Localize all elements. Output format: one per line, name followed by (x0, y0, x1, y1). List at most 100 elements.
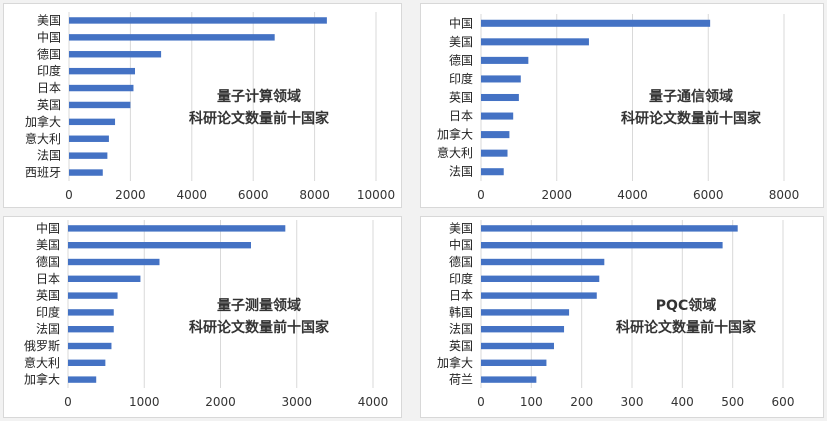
category-label: 意大利 (24, 355, 60, 370)
chart-title-line-1: 量子测量领域 (217, 298, 301, 314)
category-label: 中国 (449, 15, 473, 30)
category-label: 意大利 (25, 131, 61, 146)
bar (481, 309, 570, 316)
x-tick-label: 1000 (129, 395, 160, 409)
chart-title: 量子测量领域 科研论文数量前十国家 (189, 295, 329, 339)
x-tick-label: 3000 (281, 395, 312, 409)
category-label: 加拿大 (437, 355, 473, 370)
chart-title-line-1: 量子计算领域 (217, 89, 301, 105)
category-label: 日本 (449, 109, 473, 123)
x-tick-label: 0 (477, 188, 485, 202)
bar (68, 326, 114, 333)
x-tick-label: 4000 (358, 395, 389, 409)
category-label: 法国 (36, 322, 60, 336)
category-label: 德国 (37, 46, 61, 61)
category-label: 中国 (36, 220, 60, 235)
bar (69, 118, 116, 126)
chart-title: PQC领域 科研论文数量前十国家 (606, 295, 766, 339)
chart-title-line-2: 科研论文数量前十国家 (621, 111, 761, 127)
bar (481, 242, 723, 249)
category-label: 加拿大 (437, 127, 473, 142)
bar (481, 168, 504, 176)
x-tick-label: 6000 (693, 188, 724, 202)
chart-title-line-2: 科研论文数量前十国家 (616, 320, 756, 336)
category-label: 英国 (449, 91, 473, 105)
bar (481, 376, 537, 383)
x-tick-label: 8000 (299, 188, 330, 202)
x-tick-label: 2000 (205, 395, 236, 409)
bar (481, 326, 565, 333)
category-label: 法国 (37, 149, 61, 163)
bar (481, 275, 600, 282)
x-tick-label: 8000 (769, 188, 800, 202)
bar (481, 359, 547, 366)
category-label: 英国 (36, 289, 60, 303)
category-label: 印度 (449, 271, 473, 286)
bar (481, 225, 738, 232)
bar (69, 135, 109, 142)
bar (481, 112, 514, 120)
x-tick-label: 6000 (238, 188, 269, 202)
bar (68, 359, 106, 366)
chart-panel-quantum-computing: 0 2000 4000 6000 8000 10000 美国 中国 德国 印度 日本 英国 加拿大 意大利… (3, 3, 402, 208)
x-tick-label: 0 (477, 395, 485, 409)
x-tick-label: 2000 (541, 188, 572, 202)
category-label: 德国 (449, 254, 473, 269)
bar (481, 56, 529, 64)
category-label: 德国 (36, 254, 60, 269)
chart-svg: 0 2000 4000 6000 8000 10000 美国中国德国印度日本英国加拿大意大利… (25, 12, 395, 202)
category-label: 印度 (36, 304, 60, 319)
category-label: 俄罗斯 (24, 339, 60, 353)
chart-panel-quantum-measurement: 0 1000 2000 3000 4000 中国 美国 德国 日本 英国 印度 法国 俄罗斯 意大利 加拿大… (3, 216, 402, 418)
x-tick-label: 10000 (357, 188, 395, 202)
category-label: 美国 (449, 221, 473, 235)
x-tick-label: 200 (570, 395, 593, 409)
category-label: 意大利 (437, 145, 473, 160)
chart-panel-pqc: 0 100 200 300 400 500 600 美国 中国 德国 印度 日本 韩国 法国 英国 加拿大 荷兰… (420, 216, 824, 418)
bar (481, 342, 554, 350)
bar (69, 169, 103, 176)
category-label: 印度 (449, 71, 473, 86)
chart-title-line-2: 科研论文数量前十国家 (189, 320, 329, 336)
category-label: 荷兰 (449, 373, 473, 387)
bar (68, 258, 160, 266)
bar (481, 149, 508, 157)
chart-title-line-2: 科研论文数量前十国家 (189, 111, 329, 127)
x-tick-label: 0 (65, 188, 73, 202)
category-label: 中国 (449, 237, 473, 252)
bar (69, 67, 136, 75)
x-tick-label: 300 (621, 395, 644, 409)
bar (481, 292, 597, 299)
chart-title-line-1: PQC领域 (655, 298, 717, 314)
category-label: 英国 (37, 98, 61, 112)
bar (68, 309, 114, 316)
category-label: 美国 (449, 35, 473, 49)
category-label: 法国 (449, 322, 473, 336)
bar (68, 342, 112, 350)
bar (68, 376, 97, 383)
chart-panel-quantum-communication: 0 2000 4000 6000 8000 中国美国德国印度英国日本加拿大意大利法国 量子… (420, 3, 824, 208)
category-label: 印度 (37, 63, 61, 78)
x-tick-label: 0 (64, 395, 72, 409)
category-label: 法国 (449, 165, 473, 179)
bar (481, 75, 521, 83)
category-label: 韩国 (449, 304, 473, 319)
x-tick-label: 4000 (177, 188, 208, 202)
bar (69, 152, 108, 159)
bar (69, 84, 134, 92)
bar (481, 131, 510, 139)
category-label: 西班牙 (25, 166, 61, 180)
x-tick-label: 100 (520, 395, 543, 409)
bar (481, 38, 589, 46)
category-label: 美国 (37, 13, 61, 27)
category-label: 美国 (36, 238, 60, 252)
bar (68, 242, 251, 249)
category-label: 日本 (37, 81, 61, 95)
category-label: 德国 (449, 52, 473, 67)
category-label: 日本 (449, 289, 473, 303)
x-tick-label: 4000 (617, 188, 648, 202)
chart-title: 量子通信领域 科研论文数量前十国家 (611, 86, 771, 130)
